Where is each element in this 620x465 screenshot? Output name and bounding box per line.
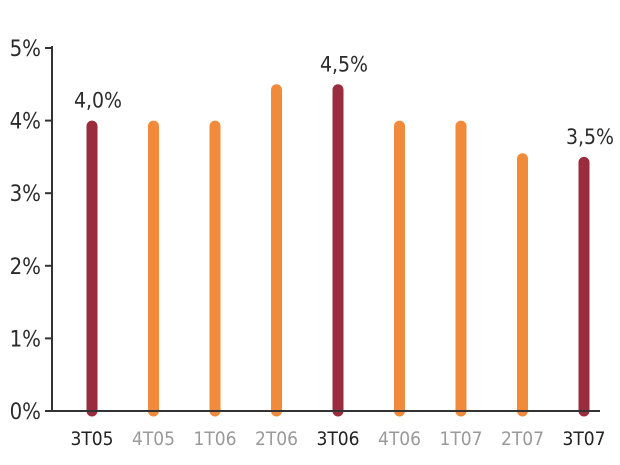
bar-4t05 bbox=[148, 120, 159, 417]
y-tick-label: 4% bbox=[10, 110, 41, 135]
x-tick-label: 1T07 bbox=[439, 428, 482, 450]
bars bbox=[86, 84, 590, 417]
data-labels: 4,0% 4,5% 3,5% bbox=[74, 52, 614, 149]
y-tick-label: 3% bbox=[10, 182, 41, 207]
data-label: 4,5% bbox=[320, 52, 368, 76]
x-tick-label: 2T06 bbox=[255, 428, 298, 450]
x-tick-label: 4T06 bbox=[378, 428, 421, 450]
x-axis-ticks: 3T05 4T05 1T06 2T06 3T06 4T06 1T07 2T07 3T07 bbox=[70, 428, 605, 450]
y-tick-label: 5% bbox=[10, 37, 41, 62]
bar-1t07 bbox=[455, 120, 467, 417]
y-tick-label: 0% bbox=[10, 400, 41, 425]
y-tick-label: 2% bbox=[10, 255, 41, 280]
x-tick-label: 3T05 bbox=[70, 428, 113, 450]
bar-2t06 bbox=[271, 84, 282, 417]
data-label: 3,5% bbox=[566, 125, 614, 149]
bar-2t07 bbox=[517, 153, 528, 417]
bar-3t07 bbox=[578, 156, 590, 417]
data-label: 4,0% bbox=[74, 89, 122, 113]
x-tick-label: 3T07 bbox=[562, 428, 605, 450]
x-tick-label: 2T07 bbox=[501, 428, 544, 450]
bar-3t06 bbox=[332, 84, 344, 417]
bar-1t06 bbox=[209, 120, 221, 417]
y-tick-label: 1% bbox=[10, 327, 41, 352]
y-axis-ticks: 0% 1% 2% 3% 4% 5% bbox=[10, 37, 52, 425]
x-tick-label: 3T06 bbox=[316, 428, 359, 450]
bar-4t06 bbox=[394, 120, 405, 417]
x-tick-label: 1T06 bbox=[193, 428, 236, 450]
bar-3t05 bbox=[86, 120, 98, 417]
x-tick-label: 4T05 bbox=[132, 428, 175, 450]
